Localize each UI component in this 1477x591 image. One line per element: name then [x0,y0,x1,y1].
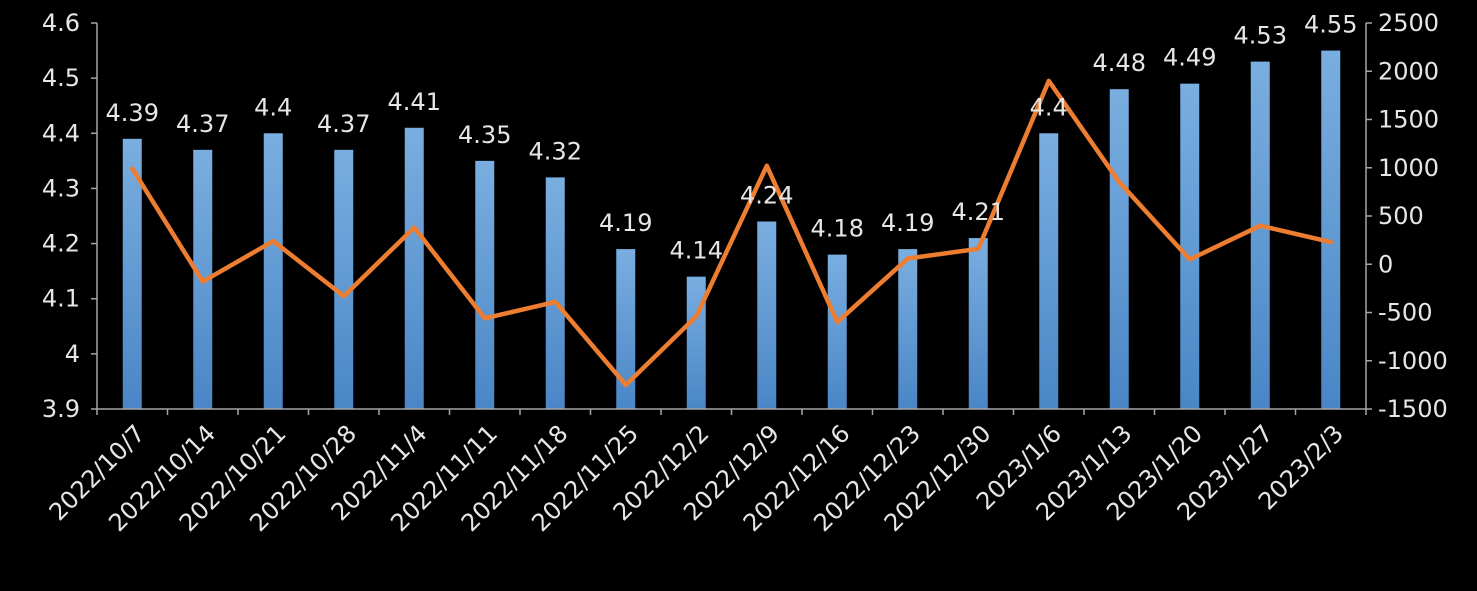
left-tick-label: 4.2 [42,230,80,258]
line-point [1258,223,1263,228]
bar-data-label: 4.19 [881,209,934,237]
bar-data-label: 4.53 [1234,22,1287,50]
left-tick-label: 4.4 [42,119,80,147]
bar [404,127,424,410]
line-point [1328,240,1333,245]
line-point [271,239,276,244]
right-tick-label: -500 [1378,299,1432,327]
bar [898,249,918,409]
bar [475,160,495,409]
right-tick-label: 0 [1378,250,1393,278]
axis-lines [91,22,1372,415]
right-tick-label: -1000 [1378,347,1448,375]
line-point [1117,180,1122,185]
bar-data-label: 4.35 [458,121,511,149]
line-series [130,78,1334,388]
right-tick-label: 2000 [1378,57,1439,85]
line-point [482,316,487,321]
bar-series [122,50,1341,410]
right-tick-label: 1000 [1378,154,1439,182]
line-point [200,279,205,284]
bar-data-label: 4.55 [1304,11,1357,39]
right-tick-label: 1500 [1378,106,1439,134]
line-point [1046,78,1051,83]
line-point [341,294,346,299]
bar-data-label: 4.37 [176,110,229,138]
bar [1180,83,1200,410]
bar [968,238,988,409]
left-tick-label: 4.6 [42,9,80,37]
bar-data-label: 4.49 [1163,44,1216,72]
right-tick-label: 500 [1378,202,1424,230]
line-point [130,166,135,171]
bar [334,149,354,410]
bar-data-label: 4.39 [106,99,159,127]
bar-data-labels: 4.39 4.37 4.4 4.37 4.41 4.35 4.32 4.19 4.14 4.24 4… [106,11,1358,265]
line-point [553,299,558,304]
left-tick-label: 4.3 [42,174,80,202]
bar [616,249,636,409]
bar [757,221,777,409]
line-point [694,314,699,319]
bar-data-label: 4.41 [388,88,441,116]
bar [545,177,565,409]
bar-data-label: 4.18 [811,215,864,243]
line-point [835,320,840,325]
line-series-path [130,78,1334,388]
bar [1109,89,1129,410]
line-point [976,246,981,251]
left-tick-label: 4.1 [42,285,80,313]
left-tick-label: 4.5 [42,64,80,92]
bar [1250,61,1270,409]
bar [1039,133,1059,410]
bar [827,254,847,409]
bar-data-label: 4.4 [1030,93,1068,121]
bar [122,138,142,410]
bar-data-label: 4.32 [529,137,582,165]
x-axis-ticks: 2022/10/72022/10/142022/10/212022/10/282… [44,419,1349,537]
left-tick-label: 4 [65,340,80,368]
line-point [905,256,910,261]
bar-data-label: 4.24 [740,182,793,210]
bar-data-label: 4.21 [952,198,1005,226]
right-tick-label: 2500 [1378,9,1439,37]
right-axis-ticks: 2500 2000 1500 1000 500 0 -500 -1000 -1500 [1378,9,1448,423]
bar-data-label: 4.14 [670,237,723,265]
line-point [764,163,769,168]
bar-data-label: 4.4 [254,93,292,121]
left-tick-label: 3.9 [42,395,80,423]
bar-data-label: 4.37 [317,110,370,138]
bar [686,276,706,409]
bar-data-label: 4.19 [599,209,652,237]
left-axis-ticks: 4.6 4.5 4.4 4.3 4.2 4.1 4 3.9 [42,9,80,423]
line-point [623,382,628,387]
bar [1321,50,1341,409]
line-point [1187,257,1192,262]
bar-data-label: 4.48 [1093,49,1146,77]
line-point [412,225,417,230]
right-tick-label: -1500 [1378,395,1448,423]
bar [263,133,283,410]
